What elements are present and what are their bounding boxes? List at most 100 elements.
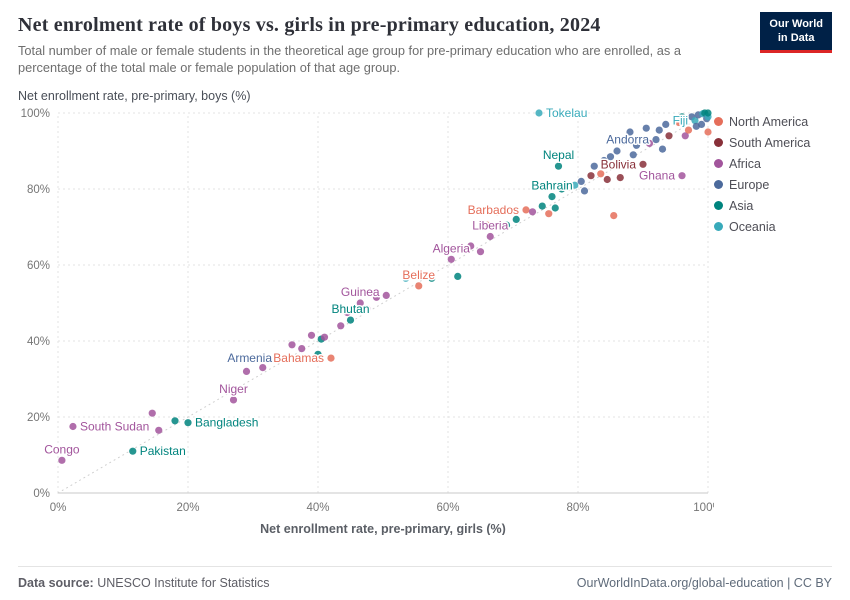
legend-item-north-america[interactable]: North America bbox=[714, 115, 832, 129]
data-point[interactable] bbox=[242, 367, 251, 375]
data-point[interactable] bbox=[662, 120, 670, 128]
data-point[interactable] bbox=[184, 418, 192, 426]
data-point[interactable] bbox=[658, 145, 667, 153]
data-point[interactable] bbox=[652, 135, 660, 143]
data-point[interactable] bbox=[447, 255, 455, 263]
data-point[interactable] bbox=[502, 221, 511, 229]
data-point[interactable] bbox=[528, 207, 537, 215]
data-point[interactable] bbox=[548, 192, 556, 200]
data-point[interactable] bbox=[632, 141, 641, 149]
data-point[interactable] bbox=[629, 150, 637, 158]
country-label[interactable]: Barbados bbox=[466, 201, 520, 218]
data-point[interactable] bbox=[704, 127, 712, 136]
data-point[interactable] bbox=[600, 156, 608, 164]
data-point[interactable] bbox=[275, 354, 283, 362]
legend-item-south-america[interactable]: South America bbox=[714, 136, 832, 150]
data-point[interactable] bbox=[229, 395, 238, 404]
country-label[interactable]: Niger bbox=[218, 380, 250, 397]
country-label[interactable]: Guinea bbox=[339, 283, 381, 300]
data-point[interactable] bbox=[590, 162, 598, 170]
data-point[interactable] bbox=[298, 344, 306, 352]
data-point[interactable] bbox=[678, 171, 686, 179]
data-point[interactable] bbox=[372, 293, 381, 301]
data-point[interactable] bbox=[363, 304, 371, 312]
data-point[interactable] bbox=[577, 177, 585, 185]
data-point[interactable] bbox=[522, 205, 530, 214]
data-point[interactable] bbox=[346, 316, 355, 324]
country-label[interactable]: Ghana bbox=[637, 167, 676, 184]
data-point[interactable] bbox=[642, 124, 650, 132]
data-point[interactable] bbox=[320, 333, 329, 341]
country-label[interactable]: Bolivia bbox=[599, 155, 638, 172]
data-point[interactable] bbox=[148, 409, 156, 417]
data-point[interactable] bbox=[428, 274, 436, 282]
country-label[interactable]: South Sudan bbox=[78, 418, 150, 435]
data-point[interactable] bbox=[554, 162, 563, 170]
data-point[interactable] bbox=[155, 426, 163, 434]
legend-item-africa[interactable]: Africa bbox=[714, 157, 832, 171]
country-label[interactable]: Bahamas bbox=[272, 349, 326, 366]
data-point[interactable] bbox=[129, 447, 137, 455]
country-label[interactable]: Armenia bbox=[226, 349, 274, 366]
data-point[interactable] bbox=[512, 215, 520, 223]
country-label[interactable]: Nepal bbox=[541, 146, 575, 163]
country-label[interactable]: Andorra bbox=[605, 131, 651, 148]
country-label[interactable]: Fiji bbox=[671, 112, 689, 129]
data-point[interactable] bbox=[343, 308, 351, 316]
country-label[interactable]: Bangladesh bbox=[194, 414, 260, 431]
footer-link[interactable]: OurWorldInData.org/global-education | CC… bbox=[576, 576, 832, 590]
data-point[interactable] bbox=[337, 321, 345, 329]
data-point[interactable] bbox=[626, 127, 634, 136]
data-point[interactable] bbox=[603, 175, 611, 183]
data-point[interactable] bbox=[356, 298, 364, 307]
data-point[interactable] bbox=[580, 186, 589, 195]
data-point[interactable] bbox=[639, 160, 647, 168]
data-point[interactable] bbox=[402, 274, 410, 282]
data-point[interactable] bbox=[564, 183, 572, 191]
data-point[interactable] bbox=[684, 126, 693, 134]
data-point[interactable] bbox=[691, 116, 699, 124]
data-point[interactable] bbox=[610, 211, 618, 219]
data-point[interactable] bbox=[382, 291, 390, 299]
data-point[interactable] bbox=[623, 160, 631, 168]
country-label[interactable]: Liberia bbox=[471, 217, 510, 234]
data-point[interactable] bbox=[606, 152, 615, 160]
data-point[interactable] bbox=[259, 363, 267, 371]
data-point[interactable] bbox=[307, 331, 316, 339]
data-point[interactable] bbox=[538, 202, 546, 210]
data-point[interactable] bbox=[69, 422, 77, 430]
data-point[interactable] bbox=[645, 139, 654, 147]
data-point[interactable] bbox=[665, 131, 673, 139]
data-point[interactable] bbox=[571, 181, 579, 189]
owid-logo[interactable]: Our World in Data bbox=[760, 12, 832, 53]
data-point[interactable] bbox=[619, 137, 628, 145]
data-point[interactable] bbox=[327, 354, 335, 362]
data-point[interactable] bbox=[678, 112, 686, 120]
legend-item-oceania[interactable]: Oceania bbox=[714, 220, 832, 234]
data-point[interactable] bbox=[476, 247, 485, 255]
data-point[interactable] bbox=[587, 171, 595, 179]
data-point[interactable] bbox=[171, 416, 179, 424]
data-point[interactable] bbox=[597, 169, 605, 177]
data-point[interactable] bbox=[486, 232, 494, 240]
data-point[interactable] bbox=[415, 281, 423, 290]
data-point[interactable] bbox=[288, 340, 296, 348]
data-point[interactable] bbox=[616, 173, 624, 181]
country-label[interactable]: Tokelau bbox=[545, 105, 589, 122]
country-label[interactable]: Congo bbox=[43, 440, 82, 457]
data-point[interactable] bbox=[551, 203, 559, 212]
data-point[interactable] bbox=[697, 120, 706, 128]
legend-item-europe[interactable]: Europe bbox=[714, 178, 832, 192]
data-point[interactable] bbox=[681, 131, 689, 139]
data-point[interactable] bbox=[655, 126, 663, 134]
country-label[interactable]: Bahrain bbox=[530, 177, 574, 194]
data-point[interactable] bbox=[483, 221, 491, 229]
data-point[interactable] bbox=[454, 272, 462, 280]
data-point[interactable] bbox=[314, 350, 322, 358]
country-label[interactable]: Pakistan bbox=[138, 442, 187, 459]
data-point[interactable] bbox=[675, 118, 683, 126]
country-label[interactable]: Algeria bbox=[431, 239, 472, 256]
data-point[interactable] bbox=[613, 146, 621, 155]
data-point[interactable] bbox=[467, 241, 475, 250]
data-point[interactable] bbox=[704, 108, 712, 117]
